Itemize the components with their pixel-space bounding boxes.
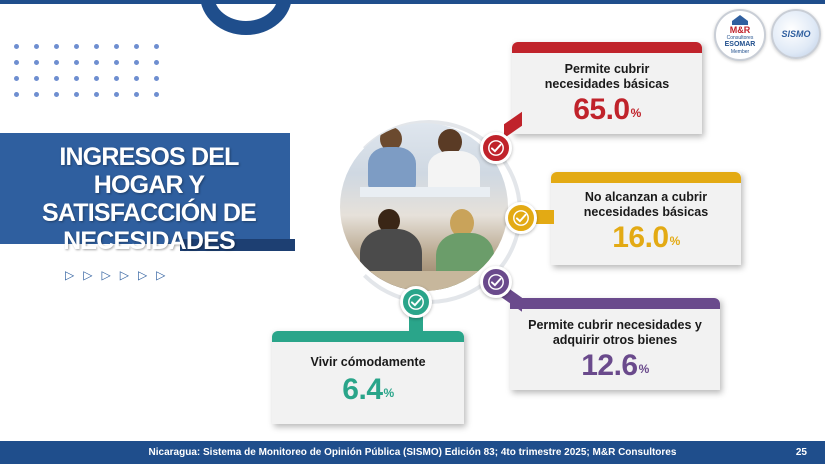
logo-mr-name: M&R bbox=[729, 25, 751, 35]
dot bbox=[74, 60, 79, 65]
dot bbox=[54, 92, 59, 97]
card-top-bar bbox=[272, 331, 464, 342]
footer-source: Nicaragua: Sistema de Monitoreo de Opini… bbox=[148, 447, 677, 458]
stat-card-insufficient: No alcanzan a cubrir necesidades básicas… bbox=[551, 172, 741, 265]
dot bbox=[74, 92, 79, 97]
arrow-icon: ▷ bbox=[65, 268, 75, 282]
dot bbox=[154, 44, 159, 49]
card-label: Permite cubrir necesidades básicas bbox=[544, 62, 670, 91]
logo-sismo-name: SISMO bbox=[781, 29, 811, 39]
dot bbox=[94, 92, 99, 97]
card-top-bar bbox=[512, 42, 702, 53]
card-value: 16.0% bbox=[612, 221, 680, 254]
stat-card-basic-needs: Permite cubrir necesidades básicas 65.0% bbox=[512, 42, 702, 134]
check-circle-icon bbox=[480, 132, 512, 164]
title-panel bbox=[0, 133, 290, 244]
card-value: 65.0% bbox=[573, 93, 641, 126]
dot bbox=[34, 60, 39, 65]
check-circle-icon bbox=[400, 286, 432, 318]
dot bbox=[114, 76, 119, 81]
card-label: No alcanzan a cubrir necesidades básicas bbox=[583, 190, 709, 219]
decorative-arrows: ▷ ▷ ▷ ▷ ▷ ▷ bbox=[65, 268, 165, 282]
arrow-icon: ▷ bbox=[119, 268, 129, 282]
dot bbox=[14, 60, 19, 65]
logo-mr-sub: Consultores bbox=[726, 35, 754, 41]
dot bbox=[114, 44, 119, 49]
dot bbox=[154, 60, 159, 65]
dot bbox=[114, 92, 119, 97]
dot bbox=[134, 60, 139, 65]
check-circle-icon bbox=[505, 202, 537, 234]
dot bbox=[74, 44, 79, 49]
dot bbox=[134, 92, 139, 97]
arrow-icon: ▷ bbox=[101, 268, 111, 282]
card-label: Permite cubrir necesidades y adquirir ot… bbox=[528, 318, 702, 347]
dot bbox=[14, 76, 19, 81]
dot bbox=[14, 92, 19, 97]
mr-consultores-logo: M&R Consultores ESOMAR Member bbox=[714, 9, 766, 61]
footer-bar: Nicaragua: Sistema de Monitoreo de Opini… bbox=[0, 441, 825, 464]
arrow-icon: ▷ bbox=[156, 268, 166, 282]
dot bbox=[34, 44, 39, 49]
dot bbox=[154, 92, 159, 97]
dot bbox=[134, 44, 139, 49]
dot bbox=[34, 76, 39, 81]
dot bbox=[94, 76, 99, 81]
card-top-bar bbox=[510, 298, 720, 309]
dot bbox=[94, 60, 99, 65]
house-icon bbox=[732, 15, 748, 25]
page-number: 25 bbox=[795, 447, 807, 458]
dot bbox=[34, 92, 39, 97]
connector bbox=[409, 315, 423, 333]
dot bbox=[94, 44, 99, 49]
card-value: 12.6% bbox=[581, 349, 649, 382]
card-label: Vivir cómodamente bbox=[310, 355, 426, 369]
dot bbox=[54, 60, 59, 65]
arrow-icon: ▷ bbox=[83, 268, 93, 282]
arrow-icon: ▷ bbox=[137, 268, 148, 282]
dot bbox=[114, 60, 119, 65]
top-stripe bbox=[0, 0, 825, 4]
dot bbox=[74, 76, 79, 81]
check-circle-icon bbox=[480, 266, 512, 298]
dot bbox=[134, 76, 139, 81]
slide-title: INGRESOS DEL HOGAR Y SATISFACCIÓN DE NEC… bbox=[42, 143, 257, 255]
stat-card-comfortable: Vivir cómodamente 6.4% bbox=[272, 331, 464, 424]
card-value: 6.4% bbox=[342, 373, 394, 406]
dot bbox=[14, 44, 19, 49]
sismo-logo: SISMO bbox=[771, 9, 821, 59]
decorative-ring bbox=[200, 0, 292, 35]
dot bbox=[54, 44, 59, 49]
title-underbar bbox=[180, 239, 295, 251]
card-top-bar bbox=[551, 172, 741, 183]
dot bbox=[54, 76, 59, 81]
stat-card-other-goods: Permite cubrir necesidades y adquirir ot… bbox=[510, 298, 720, 390]
logo-member: Member bbox=[730, 49, 750, 55]
dot bbox=[154, 76, 159, 81]
decorative-dot-grid bbox=[14, 44, 174, 97]
logo-esomar: ESOMAR bbox=[724, 41, 756, 48]
